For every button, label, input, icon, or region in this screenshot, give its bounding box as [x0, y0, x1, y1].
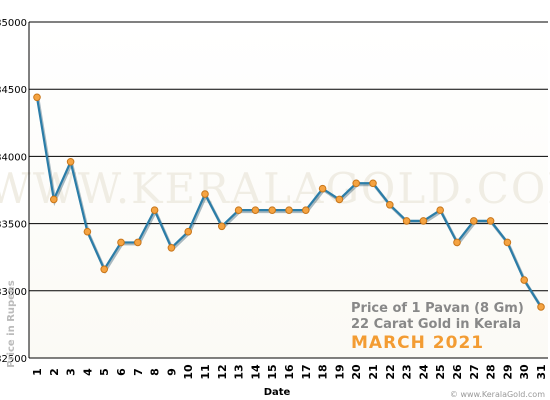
data-point: [100, 265, 108, 274]
data-point: [402, 217, 411, 225]
y-tick-label: 33500: [0, 220, 27, 231]
y-tick-label: 35000: [0, 18, 27, 29]
data-point: [268, 206, 277, 214]
y-tick-label: 32500: [0, 354, 27, 365]
data-point: [386, 200, 394, 209]
data-point: [150, 206, 159, 214]
legend-line-2: 22 Carat Gold in Kerala: [351, 317, 521, 332]
x-tick-label: 13: [233, 364, 246, 379]
data-point: [218, 222, 226, 231]
x-tick-label: 18: [317, 364, 330, 379]
data-point: [285, 206, 293, 214]
data-point: [117, 238, 125, 247]
x-tick-label: 2: [48, 368, 61, 376]
data-point: [167, 243, 176, 252]
data-point: [318, 184, 327, 193]
x-tick-label: 24: [417, 364, 430, 380]
data-point: [537, 303, 545, 311]
data-point: [335, 195, 344, 204]
data-point: [453, 238, 461, 247]
data-point: [66, 157, 75, 166]
x-tick-label: 17: [300, 364, 313, 379]
x-tick-label: 20: [350, 364, 363, 380]
data-point: [201, 190, 209, 198]
data-point: [134, 238, 142, 247]
x-tick-label: 29: [501, 364, 514, 379]
data-point: [33, 93, 41, 102]
x-tick-label: 11: [199, 364, 212, 379]
y-tick-label: 33000: [0, 287, 27, 298]
x-tick-label: 3: [65, 368, 78, 376]
y-tick-label: 34500: [0, 85, 27, 96]
x-tick-label: 19: [333, 364, 346, 379]
data-point: [486, 217, 495, 225]
x-tick-label: 1: [31, 368, 44, 376]
x-axis-title: Date: [264, 387, 291, 398]
legend-month: MARCH 2021: [351, 333, 484, 353]
watermark: WWW.KERALAGOLD.COM: [0, 164, 550, 213]
x-tick-label: 21: [367, 364, 380, 379]
x-tick-label: 28: [485, 364, 498, 379]
data-point: [184, 227, 192, 236]
data-point: [419, 217, 428, 225]
x-tick-label: 30: [518, 364, 531, 380]
data-point: [470, 217, 478, 225]
x-tick-label: 25: [434, 364, 447, 379]
data-point: [234, 206, 243, 214]
data-point: [352, 179, 361, 188]
data-point: [50, 195, 58, 204]
x-tick-label: 15: [266, 364, 279, 379]
x-tick-label: 26: [451, 364, 464, 380]
legend-line-1: Price of 1 Pavan (8 Gm): [351, 301, 524, 316]
x-tick-label: 8: [149, 368, 162, 376]
x-tick-labels: 1 2 3 4 5 6 7 8 9 10 11 12 13 14 15 16 17 18 19 20 21 22 23 24 2…: [31, 364, 548, 380]
x-tick-label: 27: [468, 364, 481, 379]
x-tick-label: 23: [401, 364, 414, 379]
footer-credit: © www.KeralaGold.com: [450, 390, 545, 399]
x-tick-label: 22: [384, 364, 397, 379]
x-tick-label: 31: [535, 364, 548, 379]
data-point: [251, 206, 260, 214]
x-tick-label: 6: [115, 368, 128, 376]
data-point: [302, 206, 310, 214]
plot-area: [29, 22, 548, 358]
data-point-group: [33, 93, 545, 311]
x-tick-label: 4: [81, 368, 94, 376]
legend-box: Price of 1 Pavan (8 Gm) 22 Carat Gold in…: [351, 301, 524, 353]
x-tick-label: 7: [132, 368, 145, 376]
data-point: [369, 179, 377, 188]
y-tick-labels: 32500 33000 33500 34000 34500 35000: [0, 18, 27, 365]
y-axis-title: Price in Rupees: [6, 280, 17, 367]
data-point: [503, 238, 512, 247]
x-tick-label: 9: [165, 368, 178, 376]
x-tick-label: 16: [283, 364, 296, 380]
grid-lines: [29, 21, 548, 292]
x-tick-label: 14: [249, 364, 262, 380]
x-tick-label: 10: [182, 364, 195, 380]
x-tick-label: 5: [98, 368, 111, 376]
y-tick-label: 34000: [0, 152, 27, 163]
x-tick-label: 12: [216, 364, 229, 379]
data-point: [520, 276, 529, 284]
data-point: [436, 206, 445, 214]
data-point: [83, 227, 92, 236]
